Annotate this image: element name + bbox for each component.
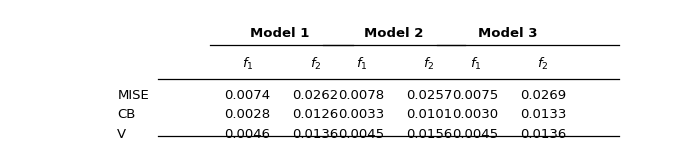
Text: MISE: MISE: [118, 89, 149, 102]
Text: Model 1: Model 1: [251, 27, 310, 40]
Text: $f_2$: $f_2$: [538, 56, 549, 72]
Text: Model 3: Model 3: [478, 27, 538, 40]
Text: 0.0045: 0.0045: [338, 128, 384, 141]
Text: 0.0075: 0.0075: [452, 89, 498, 102]
Text: $f_2$: $f_2$: [424, 56, 435, 72]
Text: 0.0030: 0.0030: [452, 108, 498, 121]
Text: $f_1$: $f_1$: [470, 56, 481, 72]
Text: 0.0136: 0.0136: [520, 128, 566, 141]
Text: 0.0028: 0.0028: [225, 108, 271, 121]
Text: Model 2: Model 2: [364, 27, 424, 40]
Text: V: V: [118, 128, 127, 141]
Text: $f_1$: $f_1$: [356, 56, 368, 72]
Text: 0.0045: 0.0045: [452, 128, 498, 141]
Text: 0.0269: 0.0269: [520, 89, 566, 102]
Text: 0.0156: 0.0156: [406, 128, 452, 141]
Text: 0.0033: 0.0033: [338, 108, 384, 121]
Text: 0.0257: 0.0257: [406, 89, 452, 102]
Text: $f_2$: $f_2$: [309, 56, 321, 72]
Text: 0.0101: 0.0101: [406, 108, 452, 121]
Text: 0.0074: 0.0074: [225, 89, 271, 102]
Text: CB: CB: [118, 108, 136, 121]
Text: 0.0136: 0.0136: [292, 128, 339, 141]
Text: 0.0078: 0.0078: [338, 89, 384, 102]
Text: 0.0126: 0.0126: [292, 108, 339, 121]
Text: 0.0133: 0.0133: [520, 108, 566, 121]
Text: $f_1$: $f_1$: [241, 56, 253, 72]
Text: 0.0046: 0.0046: [225, 128, 270, 141]
Text: 0.0262: 0.0262: [292, 89, 339, 102]
